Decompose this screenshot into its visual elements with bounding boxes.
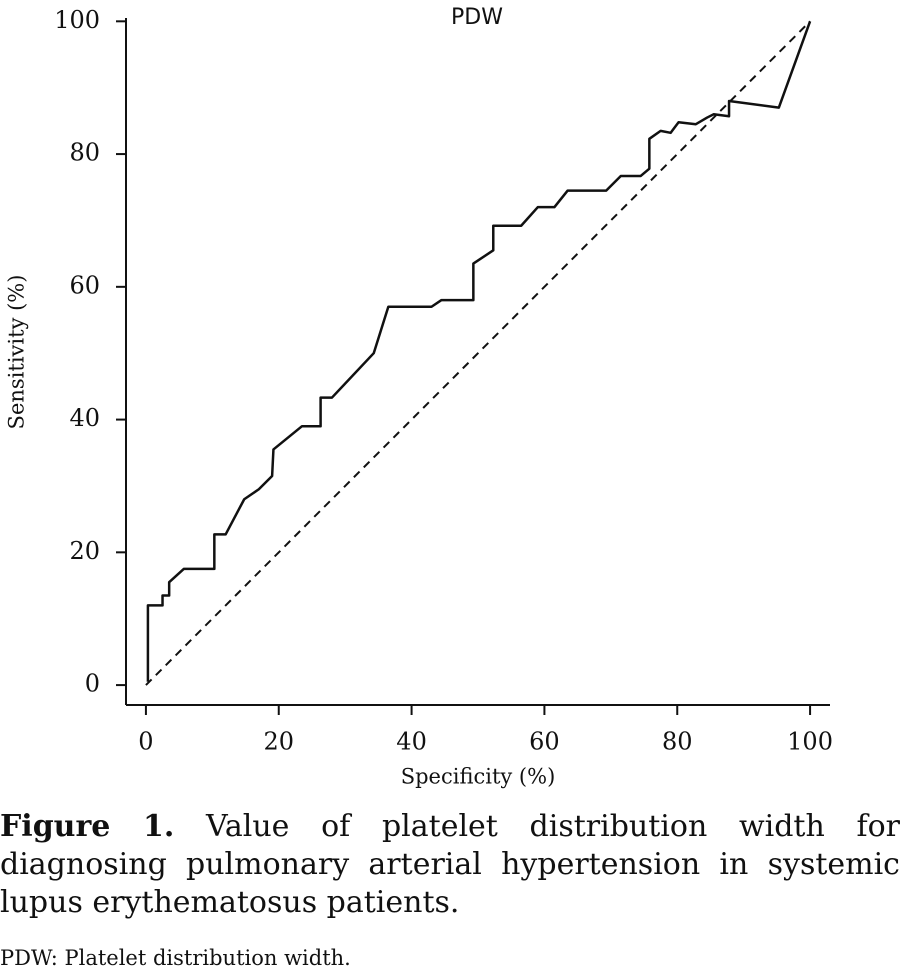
caption-label: Figure 1. <box>0 809 175 844</box>
y-tick-label: 0 <box>85 670 100 698</box>
y-tick-label: 20 <box>69 537 100 565</box>
roc-curve <box>146 20 812 682</box>
caption-text: Value of platelet distribution width for… <box>0 809 900 920</box>
chart: PDW Specificity (%) Sensitivity (%) 0 20 4… <box>5 5 833 789</box>
x-tick-label: 100 <box>787 728 833 756</box>
y-tick-label: 40 <box>69 404 100 432</box>
x-axis-title: Specificity (%) <box>401 765 556 789</box>
y-tick-label: 60 <box>69 271 100 299</box>
caption: Figure 1. Value of platelet distribution… <box>0 808 900 922</box>
x-tick-label: 40 <box>396 728 427 756</box>
y-tick-label: 80 <box>69 139 100 167</box>
note: PDW: Platelet distribution width. <box>0 946 351 970</box>
x-tick-label: 20 <box>263 728 294 756</box>
chart-title: PDW <box>451 5 503 30</box>
y-axis-title: Sensitivity (%) <box>5 275 29 430</box>
x-tick-label: 60 <box>529 728 560 756</box>
y-tick-label: 100 <box>54 6 100 34</box>
x-tick-label: 80 <box>662 728 693 756</box>
x-tick-label: 0 <box>138 728 153 756</box>
reference-line <box>145 20 811 686</box>
